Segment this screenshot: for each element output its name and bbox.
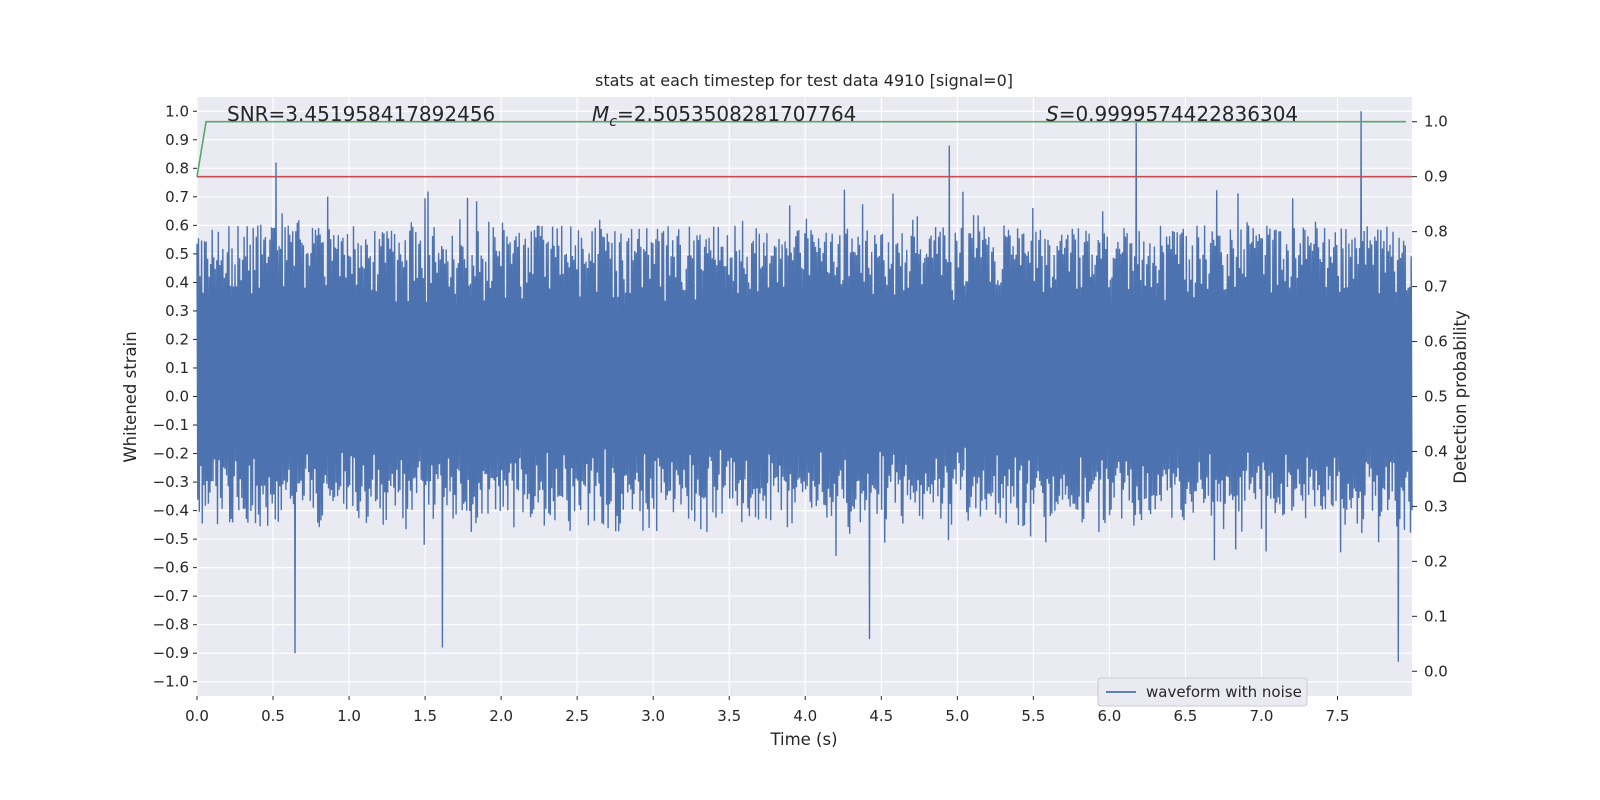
y-left-tick-label: 0.1 [165,359,189,377]
x-tick-label: 7.5 [1326,707,1350,725]
y-left-tick-label: −0.8 [153,616,189,634]
x-tick-label: 4.0 [793,707,817,725]
score-symbol: S [1046,102,1059,126]
x-tick-label: 2.5 [565,707,589,725]
x-tick-label: 6.5 [1173,707,1197,725]
chirp-mass-value: =2.5053508281707764 [617,102,856,126]
x-tick-label: 5.5 [1021,707,1045,725]
y-left-tick-label: −0.6 [153,559,189,577]
y-right-tick-label: 0.8 [1424,223,1448,241]
y-left-tick-label: 0.4 [165,273,189,291]
y-left-tick-label: 0.8 [165,159,189,177]
x-tick-label: 1.0 [337,707,361,725]
x-tick-label: 3.5 [717,707,741,725]
chirp-mass-annotation: Mc=2.5053508281707764 [592,102,856,130]
legend: waveform with noise [1097,677,1308,707]
y-right-tick-label: 1.0 [1424,113,1448,131]
y-left-tick-label: −0.1 [153,416,189,434]
y-right-axis-ticks: 1.0 0.9 0.8 0.7 0.6 0.5 0.4 0.3 0.2 0.1 0.0 [1412,113,1448,680]
y-left-tick-label: −0.4 [153,502,189,520]
legend-box [1097,677,1308,707]
waveform-series [196,111,1413,662]
x-axis-label: Time (s) [769,730,837,749]
y-left-tick-label: 0.5 [165,245,189,263]
y-left-tick-label: −0.3 [153,473,189,491]
y-right-tick-label: 0.4 [1424,442,1448,460]
y-right-tick-label: 0.3 [1424,497,1448,515]
y-left-tick-label: 0.6 [165,216,189,234]
x-tick-label: 1.5 [413,707,437,725]
waveform-line [196,111,1413,662]
x-tick-label: 5.0 [945,707,969,725]
y-right-tick-label: 0.1 [1424,607,1448,625]
x-tick-label: 0.5 [261,707,285,725]
y-left-tick-label: −0.5 [153,530,189,548]
probability-series [196,120,1412,178]
y-left-tick-label: 0.7 [165,188,189,206]
y-left-tick-label: −0.7 [153,587,189,605]
y-right-tick-label: 0.5 [1424,388,1448,406]
score-annotation: S=0.9999574422836304 [1046,102,1298,126]
y-left-tick-label: 1.0 [165,102,189,120]
y-left-tick-label: 0.3 [165,302,189,320]
x-tick-label: 0.0 [185,707,209,725]
x-tick-label: 4.5 [869,707,893,725]
y-left-tick-label: 0.2 [165,330,189,348]
x-tick-label: 2.0 [489,707,513,725]
y-left-tick-label: 0.9 [165,131,189,149]
x-axis-ticks: 0.0 0.5 1.0 1.5 2.0 2.5 3.0 3.5 4.0 4.5 5.0 5.5 6.0 6… [185,696,1349,725]
y-left-tick-label: −0.9 [153,644,189,662]
y-left-axis-label: Whitened strain [121,331,140,462]
y-left-tick-label: −1.0 [153,673,189,691]
x-tick-label: 7.0 [1250,707,1274,725]
y-left-tick-label: 0.0 [165,388,189,406]
y-right-tick-label: 0.0 [1424,662,1448,680]
y-right-tick-label: 0.7 [1424,278,1448,296]
y-right-axis-label: Detection probability [1451,310,1470,484]
probability-line [196,120,1406,177]
x-tick-label: 3.0 [641,707,665,725]
y-left-axis-ticks: 1.0 0.9 0.8 0.7 0.6 0.5 0.4 0.3 0.2 0.1 0.0 −0.1 −0.… [153,102,197,691]
y-right-tick-label: 0.2 [1424,552,1448,570]
chirp-mass-symbol: M [592,102,609,126]
chart-title: stats at each timestep for test data 491… [595,71,1013,90]
legend-label-waveform: waveform with noise [1146,683,1302,701]
y-right-tick-label: 0.9 [1424,168,1448,186]
chirp-mass-subscript: c [609,114,617,130]
snr-annotation: SNR=3.451958417892456 [227,102,495,126]
x-tick-label: 6.0 [1097,707,1121,725]
score-value: =0.9999574422836304 [1059,102,1298,126]
y-right-tick-label: 0.6 [1424,333,1448,351]
y-left-tick-label: −0.2 [153,445,189,463]
